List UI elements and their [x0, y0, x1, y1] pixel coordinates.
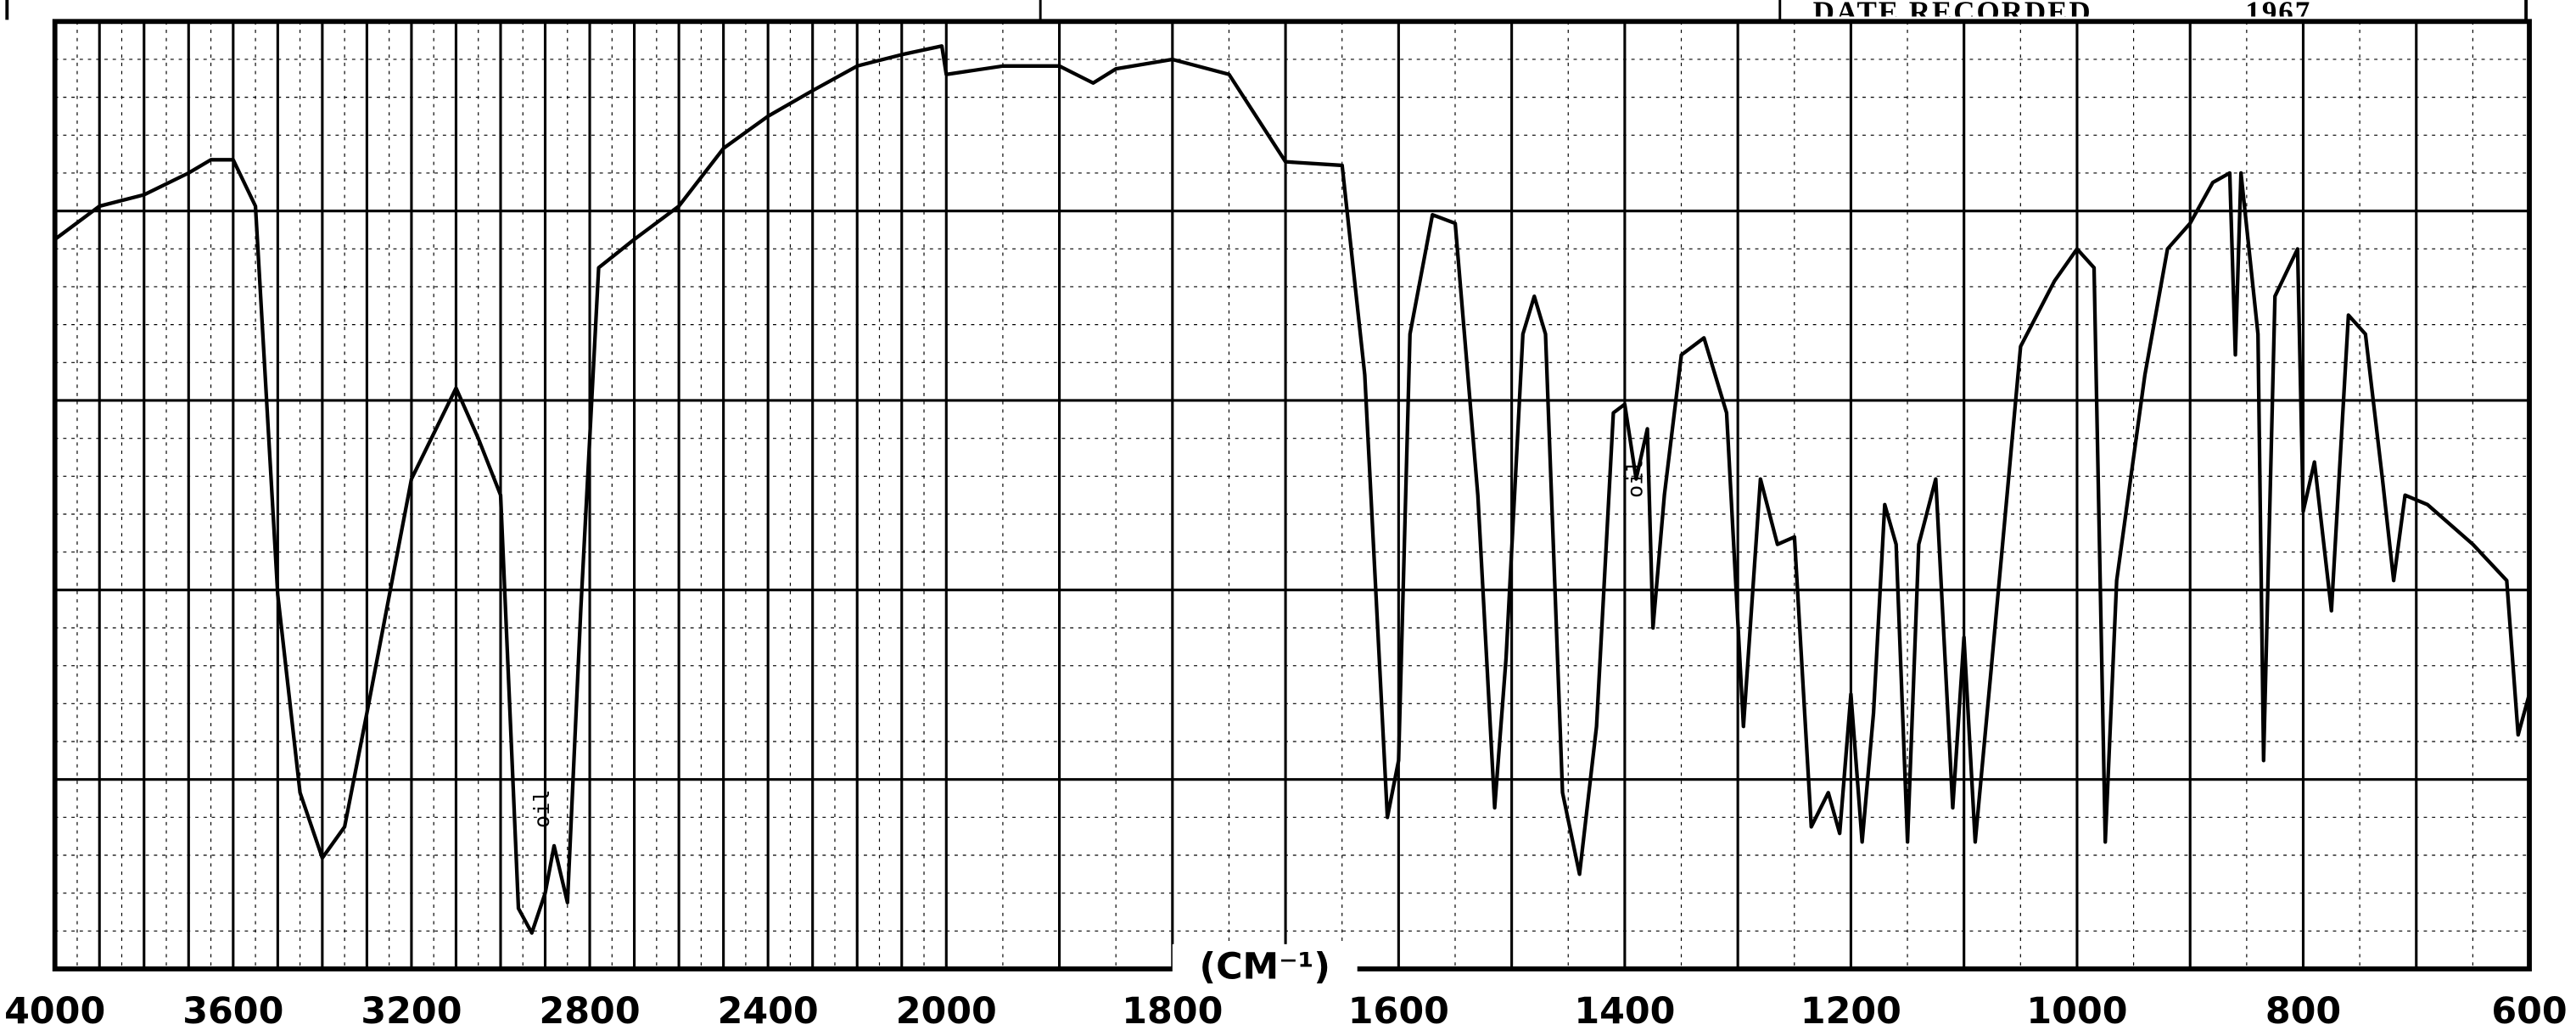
x-tick-label: 2400	[718, 990, 819, 1030]
chart-header: DATE RECORDED 1967	[5, 0, 2528, 28]
grid	[53, 20, 2531, 971]
x-tick-labels: 4000 3600 3200 2800 2400 2000 1800 1600 1400 1200…	[4, 990, 2568, 1030]
spectrum-line	[53, 44, 2532, 935]
date-recorded-label: DATE RECORDED	[1813, 0, 2092, 28]
oil-annotation: oil	[529, 789, 554, 828]
x-tick-label: 2000	[896, 990, 997, 1030]
x-tick-label: 4000	[4, 990, 105, 1030]
x-tick-label: 1200	[1800, 990, 1901, 1030]
x-tick-label: 1000	[2026, 990, 2127, 1030]
unit-label-bg	[1172, 943, 1358, 994]
x-tick-label: 1600	[1348, 990, 1449, 1030]
x-tick-label: 3200	[361, 990, 462, 1030]
x-tick-label: 600	[2491, 990, 2567, 1030]
x-tick-label: 800	[2265, 990, 2341, 1030]
x-tick-label: 2800	[539, 990, 640, 1030]
x-axis-unit-label: (CM⁻¹)	[1200, 946, 1330, 988]
date-recorded-value: 1967	[2245, 0, 2311, 28]
annotations: oil oil	[529, 459, 1648, 828]
x-tick-label: 1800	[1122, 990, 1223, 1030]
x-tick-label: 1400	[1574, 990, 1675, 1030]
x-tick-label: 3600	[182, 990, 283, 1030]
oil-annotation: oil	[1623, 459, 1648, 498]
